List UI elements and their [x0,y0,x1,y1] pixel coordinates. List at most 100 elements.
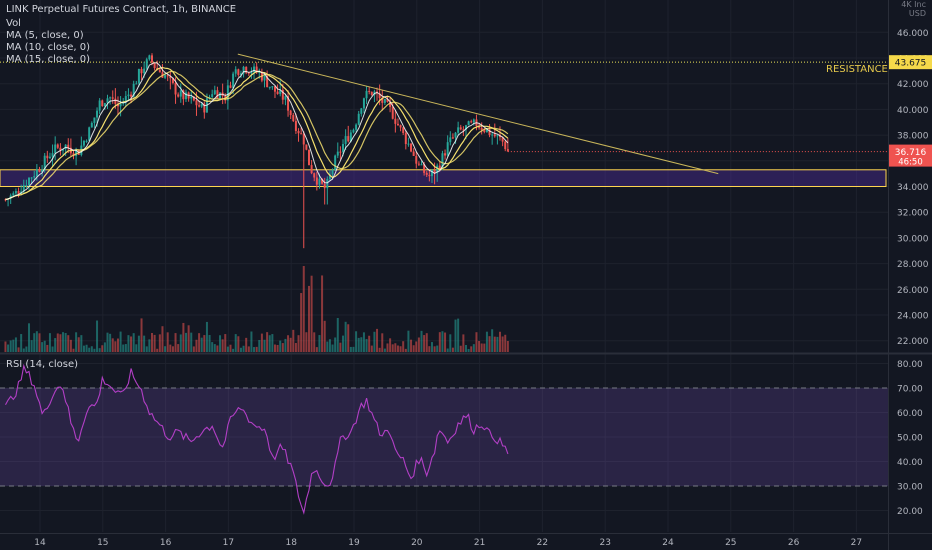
candle-body [386,99,389,102]
candle-body [93,117,96,123]
candle-body [208,96,211,99]
date-tick-label: 26 [788,538,800,548]
volume-bar [315,347,318,352]
candle-body [504,141,507,150]
candle-body [250,72,253,74]
candle-body [232,73,235,88]
candle-body [41,169,44,172]
candle-body [383,99,386,103]
volume-bar [263,339,266,352]
volume-bar [143,335,146,352]
volume-bar [420,330,423,352]
price-tick-label: 38.000 [897,132,929,142]
candle-body [496,135,499,137]
candle-body [203,103,206,113]
volume-bar [475,332,478,352]
candle-body [302,133,305,145]
candle-body [313,173,316,178]
volume-bar [464,344,467,352]
ma15-legend: MA (15, close, 0) [6,54,91,65]
volume-bar [407,330,410,352]
candle-body [35,169,38,177]
candle-body [177,94,180,97]
volume-bar [428,346,431,352]
candle-body [326,178,329,189]
candle-body [124,96,127,102]
volume-bar [328,339,331,352]
volume-bar [425,333,428,352]
support-zone [0,169,887,187]
candle-body [130,94,133,97]
candle-body [370,91,373,95]
volume-bar [381,333,384,352]
date-tick-label: 23 [599,538,610,548]
resistance-price-tag [889,55,932,70]
candle-body [4,199,7,201]
candle-body [38,169,41,172]
volume-bar [438,332,441,352]
candle-body [200,103,203,107]
volume-bar [499,331,502,352]
candle-body [103,103,106,107]
candle-body [344,136,347,145]
volume-bar [75,332,78,352]
volume-bar [488,336,491,352]
volume-bar [20,334,23,352]
candle-body [454,132,457,138]
volume-bar [368,335,371,352]
price-tick-label: 30.000 [897,234,929,244]
candle-body [54,144,57,154]
volume-bar [266,332,269,352]
candle-body [245,66,248,73]
volume-bar [229,344,232,352]
candle-body [17,191,20,194]
price-tick-label: 24.000 [897,312,929,322]
candle-body [318,178,321,185]
volume-bar [485,331,488,352]
volume-bar [200,337,203,352]
volume-bar [404,348,407,352]
candle-body [394,118,397,124]
ma10-legend: MA (10, close, 0) [6,42,91,53]
volume-bar [9,340,12,352]
volume-bar [307,285,310,352]
candle-body [253,66,256,73]
candle-body [22,185,25,192]
volume-bar [396,345,399,352]
volume-bar [124,344,127,352]
volume-bar [462,334,465,352]
volume-bar [38,333,41,352]
candle-body [140,68,143,74]
volume-bar [22,348,25,352]
candle-body [506,149,509,152]
candle-body [441,153,444,170]
candle-body [158,69,161,73]
candle-body [485,129,488,132]
rsi-tick-label: 50.00 [897,434,923,444]
countdown-text: 46:50 [898,158,923,168]
candle-body [166,75,169,77]
candle-body [402,127,405,134]
volume-bar [250,331,253,352]
candle-body [88,127,91,141]
price-tick-label: 42.000 [897,80,929,90]
candle-body [321,178,324,184]
candle-body [420,164,423,166]
volume-bar [273,344,276,352]
date-tick-label: 22 [537,538,548,548]
candle-body [219,92,222,99]
volume-bar [459,345,462,352]
volume-bar [480,343,483,352]
candle-body [462,129,465,131]
volume-bar [33,333,36,352]
candle-body [255,66,258,73]
candle-body [396,123,399,126]
candle-body [182,90,185,100]
candle-body [145,59,148,69]
candle-body [294,121,297,131]
ma5-legend: MA (5, close, 0) [6,30,84,41]
candle-body [96,110,99,118]
rsi-tick-label: 80.00 [897,360,923,370]
volume-bar [174,333,177,352]
